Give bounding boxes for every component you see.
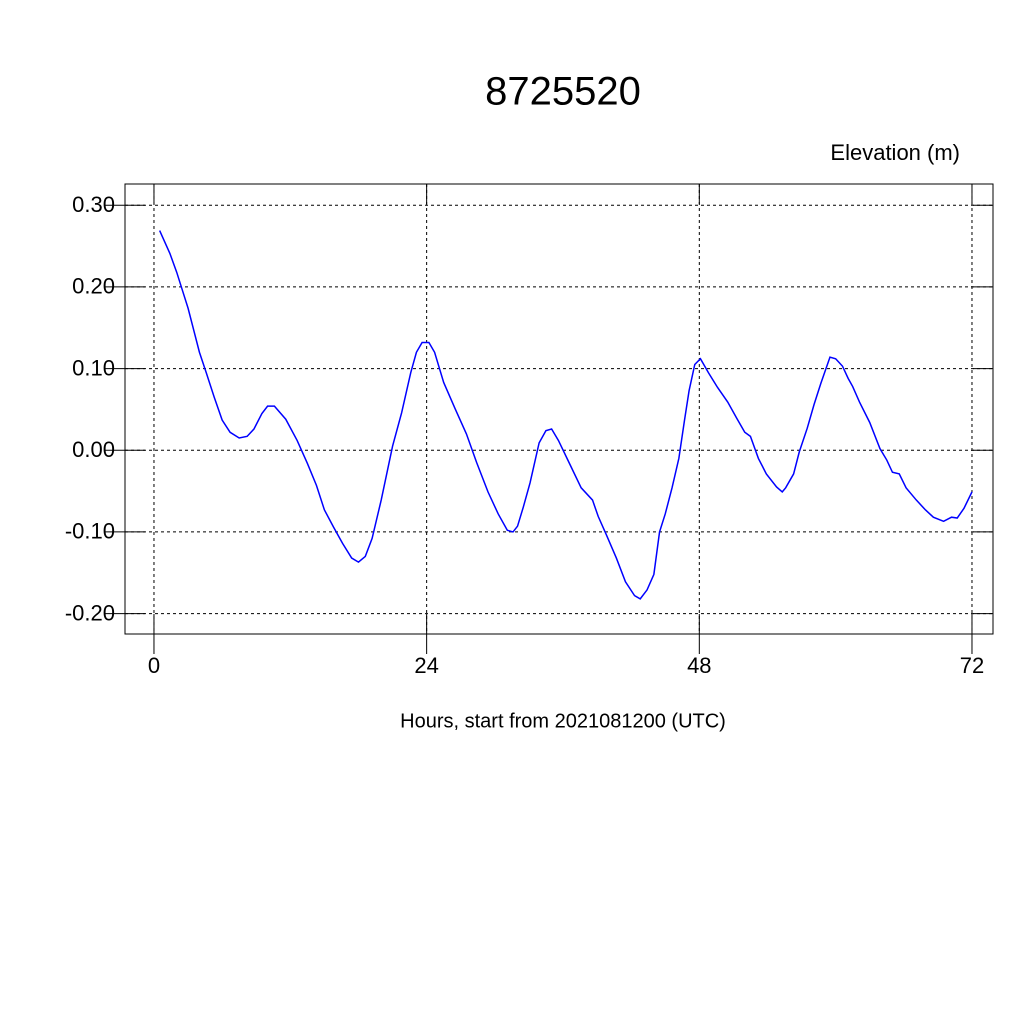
y-tick-label: 0.30: [72, 192, 115, 217]
y-tick-label: 0.20: [72, 274, 115, 299]
x-tick-label: 48: [687, 653, 711, 678]
x-axis-label: Hours, start from 2021081200 (UTC): [400, 710, 726, 732]
plot-frame: [124, 183, 994, 635]
x-tick-label: 72: [960, 653, 984, 678]
x-tick-label: 24: [414, 653, 438, 678]
chart-title: 8725520: [485, 70, 641, 114]
y-axis-label: Elevation (m): [830, 140, 960, 165]
y-tick-label: -0.20: [65, 600, 115, 625]
y-tick-label: -0.10: [65, 519, 115, 544]
y-tick-label: 0.00: [72, 437, 115, 462]
data-line: [158, 230, 973, 600]
y-tick-label: 0.10: [72, 355, 115, 380]
x-tick-label: 0: [148, 653, 160, 678]
